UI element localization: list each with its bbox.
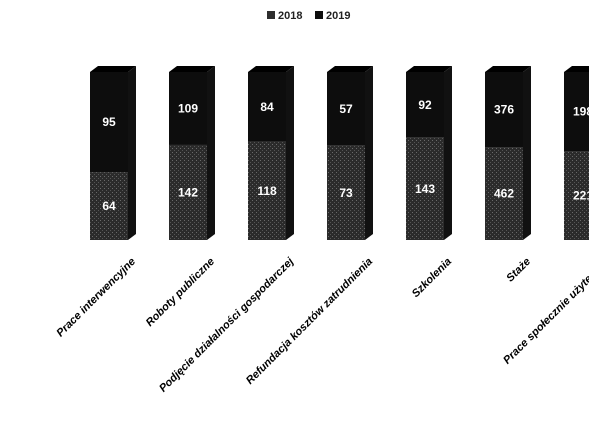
bar-2018-6 [564,151,589,240]
bar-side-3 [365,66,373,240]
bar-side-4 [444,66,452,240]
bar-2019-4 [406,72,444,138]
bar-side-2 [286,66,294,240]
value-label-2019-4: 92 [418,98,432,112]
value-label-2019-1: 109 [178,101,198,115]
value-label-2018-0: 64 [102,199,116,213]
bars [90,66,589,240]
bar-top-3 [327,66,373,72]
value-labels: 95 64 109 142 84 118 57 73 92 143 376 462 198 221 [102,98,589,213]
bar-top-5 [485,66,531,72]
bar-2018-0 [90,172,128,240]
value-label-2019-6: 198 [573,105,589,119]
category-label-2: Podjęcie działalności gospodarczej [157,255,297,395]
category-label-5: Staże [504,256,533,285]
bar-top-0 [90,66,136,72]
value-label-2018-1: 142 [178,185,198,199]
bar-side-1 [207,66,215,240]
value-label-2019-3: 57 [339,102,353,116]
bar-top-4 [406,66,452,72]
category-label-3: Refundacja kosztów zatrudnienia [244,256,375,387]
value-label-2019-2: 84 [260,100,274,114]
category-label-0: Prace interwencyjne [54,256,138,340]
bar-2019-1 [169,72,207,145]
bar-2018-5 [485,147,523,240]
legend-label-2018: 2018 [278,10,302,22]
bar-2018-2 [248,141,286,240]
legend-label-2019: 2019 [326,10,350,22]
bar-2018-4 [406,137,444,240]
value-label-2019-0: 95 [102,115,116,129]
bar-top-2 [248,66,294,72]
bar-2018-1 [169,144,207,240]
bar-2019-5 [485,72,523,148]
bar-2019-0 [90,72,128,173]
value-label-2018-6: 221 [573,189,589,203]
bar-top-1 [169,66,215,72]
bar-side-5 [523,66,531,240]
bar-side-0 [128,66,136,240]
category-label-4: Szkolenia [410,256,454,300]
category-label-1: Roboty publiczne [144,256,217,329]
value-label-2019-5: 376 [494,103,514,117]
category-labels: Prace interwencyjne Roboty publicznePodję… [54,255,589,395]
bar-2019-3 [327,72,365,146]
bar-top-6 [564,66,589,72]
value-label-2018-3: 73 [339,186,353,200]
legend: 2018 2019 [267,10,350,22]
value-label-2018-4: 143 [415,182,435,196]
value-label-2018-5: 462 [494,187,514,201]
value-label-2018-2: 118 [257,184,277,198]
legend-swatch-2018 [267,11,275,19]
legend-swatch-2019 [315,11,323,19]
bar-2018-3 [327,145,365,240]
bar-2019-2 [248,72,286,142]
bar-2019-6 [564,72,589,152]
